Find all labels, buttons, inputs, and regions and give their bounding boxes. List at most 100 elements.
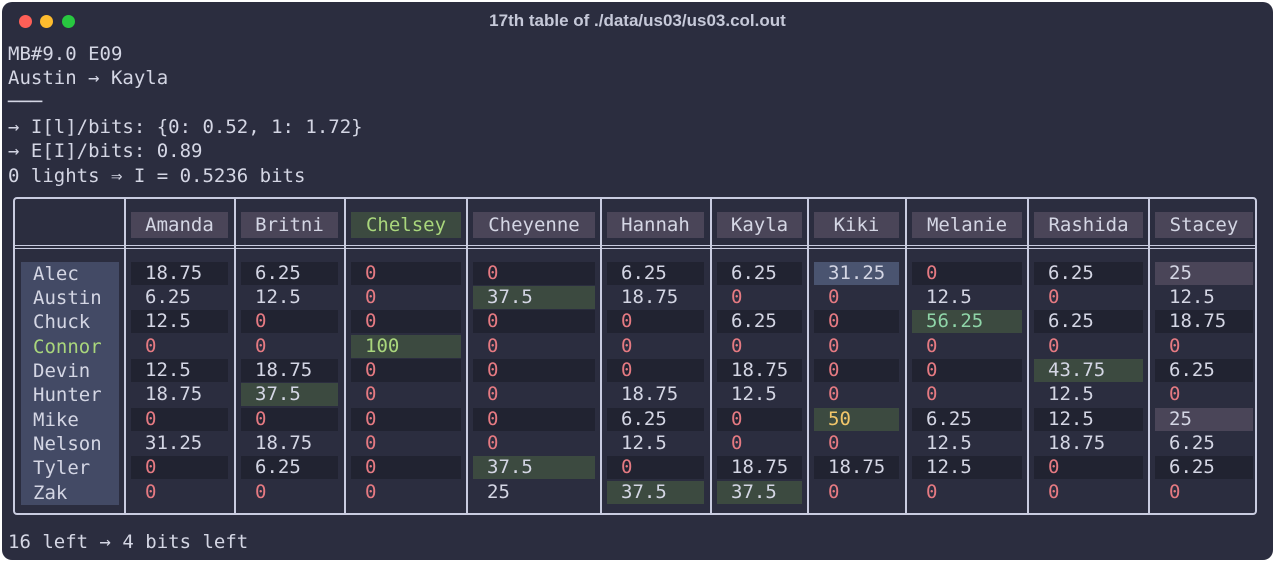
table-cell: 0 (1048, 481, 1060, 503)
table-cell: 6.25 (241, 262, 338, 285)
column-header-cheyenne: Cheyenne (473, 212, 595, 238)
table-cell: 12.5 (621, 432, 667, 454)
column-separator (1148, 199, 1150, 513)
table-cell: 0 (1169, 481, 1181, 503)
row-label-zak: Zak (33, 482, 68, 504)
column-header-stacey: Stacey (1155, 212, 1253, 238)
header-divider-bottom (15, 248, 1255, 249)
table-cell: 0 (814, 310, 899, 333)
table-cell: 0 (607, 359, 704, 382)
table-cell: 12.5 (1034, 408, 1143, 431)
table-cell: 0 (828, 432, 840, 454)
table-cell: 12.5 (926, 432, 972, 454)
table-cell: 0 (473, 262, 595, 285)
table-cell: 0 (487, 335, 499, 357)
table-cell: 18.75 (621, 286, 679, 308)
column-separator (124, 199, 126, 513)
column-header-chelsey: Chelsey (351, 212, 461, 238)
table-cell: 0 (487, 383, 499, 405)
table-cell: 0 (731, 335, 743, 357)
header-divider-top (15, 245, 1255, 246)
table-cell: 0 (1048, 335, 1060, 357)
table-cell: 6.25 (1155, 359, 1253, 382)
table-cell: 6.25 (1034, 262, 1143, 285)
table-cell: 0 (131, 408, 228, 431)
table-cell: 12.5 (912, 456, 1022, 479)
row-label-chuck: Chuck (33, 311, 91, 333)
table-cell: 0 (473, 359, 595, 382)
table-cell: 12.5 (131, 310, 228, 333)
column-header-hannah: Hannah (607, 212, 704, 238)
table-cell: 0 (717, 408, 802, 431)
table-cell: 0 (365, 481, 377, 503)
table-cell: 31.25 (145, 432, 203, 454)
table-cell: 12.5 (1048, 383, 1094, 405)
info-line: ─── (8, 91, 43, 113)
table-cell: 0 (828, 335, 840, 357)
info-line: 0 lights ⇒ I = 0.5236 bits (8, 165, 306, 187)
table-cell: 0 (365, 383, 377, 405)
table-cell: 0 (731, 286, 743, 308)
table-cell: 37.5 (241, 383, 338, 406)
minimize-window-button[interactable] (40, 15, 53, 28)
table-cell: 37.5 (607, 481, 704, 504)
table-cell: 12.5 (255, 286, 301, 308)
column-separator (807, 199, 809, 513)
table-cell: 6.25 (912, 408, 1022, 431)
row-label-nelson: Nelson (33, 433, 102, 455)
maximize-window-button[interactable] (62, 15, 75, 28)
row-label-austin: Austin (33, 287, 102, 309)
table-cell: 6.25 (607, 408, 704, 431)
close-window-button[interactable] (19, 15, 32, 28)
table-cell: 43.75 (1034, 359, 1143, 382)
table-cell: 6.25 (717, 310, 802, 333)
table-cell: 31.25 (814, 262, 899, 285)
table-cell: 0 (607, 456, 704, 479)
table-cell: 12.5 (131, 359, 228, 382)
table-cell: 0 (828, 383, 840, 405)
table-cell: 0 (926, 383, 938, 405)
table-cell: 0 (365, 286, 377, 308)
column-separator (600, 199, 602, 513)
table-cell: 18.75 (621, 383, 679, 405)
table-cell: 0 (1169, 383, 1181, 405)
column-header-kayla: Kayla (717, 212, 802, 238)
table-cell: 0 (351, 456, 461, 479)
column-header-melanie: Melanie (912, 212, 1022, 238)
row-labels-panel (21, 262, 119, 505)
column-separator (466, 199, 468, 513)
table-cell: 18.75 (131, 262, 228, 285)
table-cell: 18.75 (255, 432, 313, 454)
table-cell: 18.75 (1155, 310, 1253, 333)
column-separator (344, 199, 346, 513)
title-bar: 17th table of ./data/us03/us03.col.out (2, 2, 1273, 40)
column-header-rashida: Rashida (1034, 212, 1143, 238)
table-cell: 0 (607, 310, 704, 333)
table-cell: 0 (145, 481, 157, 503)
table-cell: 0 (1034, 456, 1143, 479)
table-cell: 0 (926, 481, 938, 503)
column-separator (234, 199, 236, 513)
table-cell: 6.25 (1155, 456, 1253, 479)
row-label-tyler: Tyler (33, 457, 91, 479)
table-cell: 0 (351, 310, 461, 333)
table-cell: 0 (487, 432, 499, 454)
table-cell: 0 (912, 262, 1022, 285)
table-cell: 12.5 (731, 383, 777, 405)
table-cell: 0 (912, 359, 1022, 382)
table-cell: 25 (1155, 262, 1253, 285)
table-cell: 0 (731, 432, 743, 454)
table-cell: 18.75 (717, 456, 802, 479)
info-line: Austin → Kayla (8, 67, 169, 89)
table-cell: 0 (255, 335, 267, 357)
table-frame (13, 197, 1257, 515)
table-cell: 37.5 (473, 286, 595, 309)
table-cell: 0 (828, 286, 840, 308)
column-separator (1027, 199, 1029, 513)
row-label-alec: Alec (33, 263, 79, 285)
table-cell: 18.75 (145, 383, 203, 405)
column-header-amanda: Amanda (131, 212, 228, 238)
table-cell: 0 (351, 262, 461, 285)
window-title: 17th table of ./data/us03/us03.col.out (489, 11, 786, 30)
table-cell: 37.5 (717, 481, 802, 504)
